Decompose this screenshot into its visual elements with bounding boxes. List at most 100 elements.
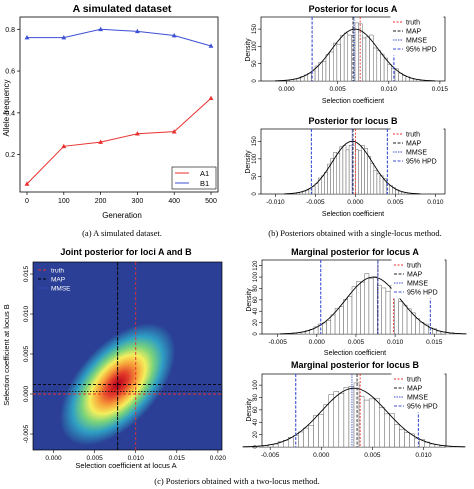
hist-title: Marginal posterior for locus A	[291, 247, 419, 257]
x-tick-label: 0.000	[45, 455, 62, 462]
data-point-A1	[98, 139, 103, 144]
histogram-bar	[419, 321, 425, 335]
histogram-bar	[368, 278, 374, 335]
x-tick-label: 0.005	[86, 455, 103, 462]
data-point-A1	[61, 143, 67, 149]
histogram-bar	[339, 146, 344, 195]
legend-label: MAP	[51, 277, 65, 284]
histogram-bar	[370, 163, 375, 195]
histogram-bar	[372, 47, 378, 82]
hist-ylabel: Density	[245, 38, 252, 62]
hist-title: Posterior for locus B	[308, 116, 398, 126]
histogram-bar	[364, 148, 368, 195]
x-tick-label: 0.000	[347, 199, 364, 206]
hist-title: Posterior for locus A	[309, 4, 398, 14]
y-tick-label: 120	[253, 260, 259, 271]
histogram-bar	[336, 153, 341, 195]
histogram-bar	[322, 322, 327, 335]
legend-label: MMSE	[407, 281, 428, 288]
histogram-bar	[360, 281, 365, 335]
histogram-bar	[322, 61, 327, 82]
data-point-A1	[135, 131, 140, 136]
histogram-bar	[347, 34, 352, 82]
x-tick-label: 0.010	[128, 455, 145, 462]
histogram-bar	[303, 427, 309, 448]
histogram-bar	[329, 51, 334, 82]
data-point-B1	[24, 35, 30, 40]
data-point-A1	[24, 181, 30, 186]
histogram-bar	[398, 301, 404, 335]
y-tick-label: 0.010	[23, 305, 30, 322]
x-tick-label: 0.015	[432, 86, 449, 93]
histogram-bar	[373, 397, 380, 448]
histogram-bar	[342, 145, 347, 195]
histogram-bar	[376, 50, 381, 82]
histogram-bar	[343, 298, 348, 335]
y-tick-label: 0.2	[5, 152, 15, 159]
heatmap-ylabel: Selection coefficient at locus B	[2, 304, 11, 406]
x-tick-label: 0.020	[210, 455, 227, 462]
histogram-bar	[345, 149, 350, 195]
data-point-B1	[61, 35, 67, 40]
y-tick-label: 0.4	[5, 110, 15, 117]
histogram-bar	[362, 37, 367, 82]
legend-label: MMSE	[406, 38, 427, 45]
legend-label: truth	[51, 268, 64, 275]
panel-a-frame	[19, 16, 219, 193]
histogram-bar	[330, 314, 336, 335]
data-point-B1	[171, 32, 177, 38]
x-tick-label: 300	[132, 198, 144, 205]
x-tick-label: -0.005	[268, 339, 287, 346]
caption-c: (c) Posteriors obtained with a two-locus…	[154, 476, 319, 486]
histogram-bar	[383, 57, 388, 82]
histogram-bar	[379, 407, 385, 448]
histogram-bar	[340, 35, 345, 82]
histogram-bar	[333, 42, 338, 82]
histogram-bar	[364, 273, 370, 335]
histogram-bar	[336, 43, 341, 82]
panel-a-title: A simulated dataset	[73, 3, 172, 15]
histogram-bar	[406, 308, 412, 335]
legend-label: 95% HPD	[406, 47, 437, 54]
legend-box	[391, 259, 445, 299]
histogram-bar	[394, 424, 400, 448]
histogram-bar	[353, 382, 360, 448]
caption-a: (a) A simulated dataset.	[82, 228, 162, 238]
x-tick-label: -0.005	[306, 199, 325, 206]
density-curve	[275, 28, 435, 82]
legend-label: truth	[406, 20, 420, 27]
histogram-bar	[402, 75, 407, 82]
histogram-bar	[298, 431, 304, 448]
y-tick-label: 100	[253, 271, 259, 282]
hist-ylabel: Density	[246, 398, 253, 422]
histogram-bar	[361, 145, 365, 195]
hist-xlabel: Selection coefficient	[324, 350, 386, 357]
x-tick-label: 0.015	[169, 455, 186, 462]
caption-b: (b) Posteriors obtained with a single-lo…	[268, 228, 442, 238]
histogram-bar	[372, 276, 378, 335]
heatmap-xlabel: Selection coefficient at locus A	[75, 461, 176, 470]
x-tick-label: 0.000	[313, 452, 330, 459]
histogram-bar	[354, 22, 359, 82]
histogram-bar	[325, 54, 330, 82]
histogram-bar	[339, 306, 344, 335]
histogram-bar	[380, 53, 385, 82]
histogram-bar	[351, 286, 357, 335]
x-tick-label: 0.000	[278, 86, 295, 93]
x-tick-label: 200	[95, 198, 107, 205]
histogram-bar	[415, 318, 420, 335]
y-tick-label: 20	[253, 431, 259, 438]
data-point-B1	[208, 43, 214, 48]
x-tick-label: 0.005	[348, 339, 365, 346]
y-tick-label: 0.000	[23, 385, 30, 402]
legend-label: truth	[406, 132, 420, 139]
histogram-bar	[311, 186, 316, 195]
y-tick-label: 50	[252, 60, 258, 67]
legend-label: MAP	[406, 29, 422, 36]
legend-label: truth	[407, 263, 421, 270]
panel-c-marginal-b-histogram: Marginal posterior for locus B Density -…	[242, 360, 466, 459]
y-tick-label: 100	[252, 41, 258, 52]
y-tick-label: 60	[253, 406, 259, 413]
histogram-bar	[343, 32, 349, 82]
y-tick-label: 100	[253, 379, 259, 390]
